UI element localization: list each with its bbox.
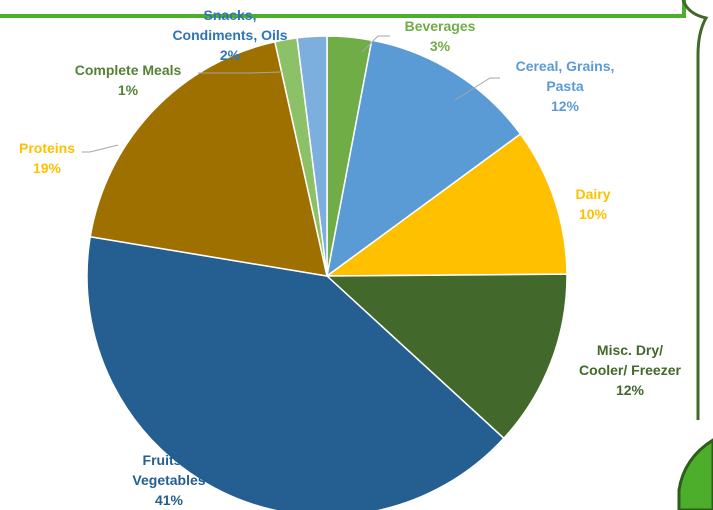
pie-slice [325,39,522,278]
slice-name: Beverages [405,18,476,34]
slice-name: Cooler/ Freezer [579,362,681,378]
slice-name: Fruits & [143,452,196,468]
slice-name: Proteins [19,140,75,156]
pie-slice [89,40,328,277]
slice-label: Cereal, Grains, Pasta 12% [516,58,615,114]
slice-label: Complete Meals 1% [75,62,182,98]
slice-name: Snacks, [204,7,257,23]
leader-line [82,144,119,153]
slice-label: Dairy 10% [575,186,610,222]
slice-label: Beverages 3% [405,18,476,54]
slice-percent: 12% [616,382,645,398]
bottom-right-green-corner [677,438,713,510]
slice-label: Proteins 19% [19,140,75,176]
leader-line [361,35,390,53]
slice-name: Dairy [575,186,610,202]
slice-name: Vegetables [132,472,205,488]
slice-percent: 41% [155,492,184,508]
pie-slice [86,235,505,510]
pie-labels: Beverages 3% Cereal, Grains, Pasta 12% Dairy 1… [19,7,682,508]
slice-percent: 19% [33,160,62,176]
slice-name: Cereal, Grains, [516,58,615,74]
pie-slice [325,273,568,440]
slice-percent: 2% [220,47,241,63]
leader-line [198,71,283,74]
pie-slice [324,132,568,277]
slice-name: Misc. Dry/ [597,342,663,358]
frame-outline-top [681,0,709,158]
leader-line [454,77,500,101]
slice-percent: 10% [579,206,608,222]
slice-name: Condiments, Oils [172,27,287,43]
slice-label: Snacks, Condiments, Oils 2% [172,7,287,63]
top-green-banner [0,0,686,18]
slice-percent: 1% [118,82,139,98]
slice-percent: 12% [551,98,580,114]
slice-label: Misc. Dry/Cooler/ Freezer 12% [579,342,681,398]
pie-slice [296,35,328,277]
slice-name: Pasta [546,78,584,94]
slice-label: Fruits & Vegetables 41% [132,452,205,508]
pie-slices [86,35,568,510]
slice-name: Complete Meals [75,62,182,78]
slice-percent: 3% [430,38,451,54]
